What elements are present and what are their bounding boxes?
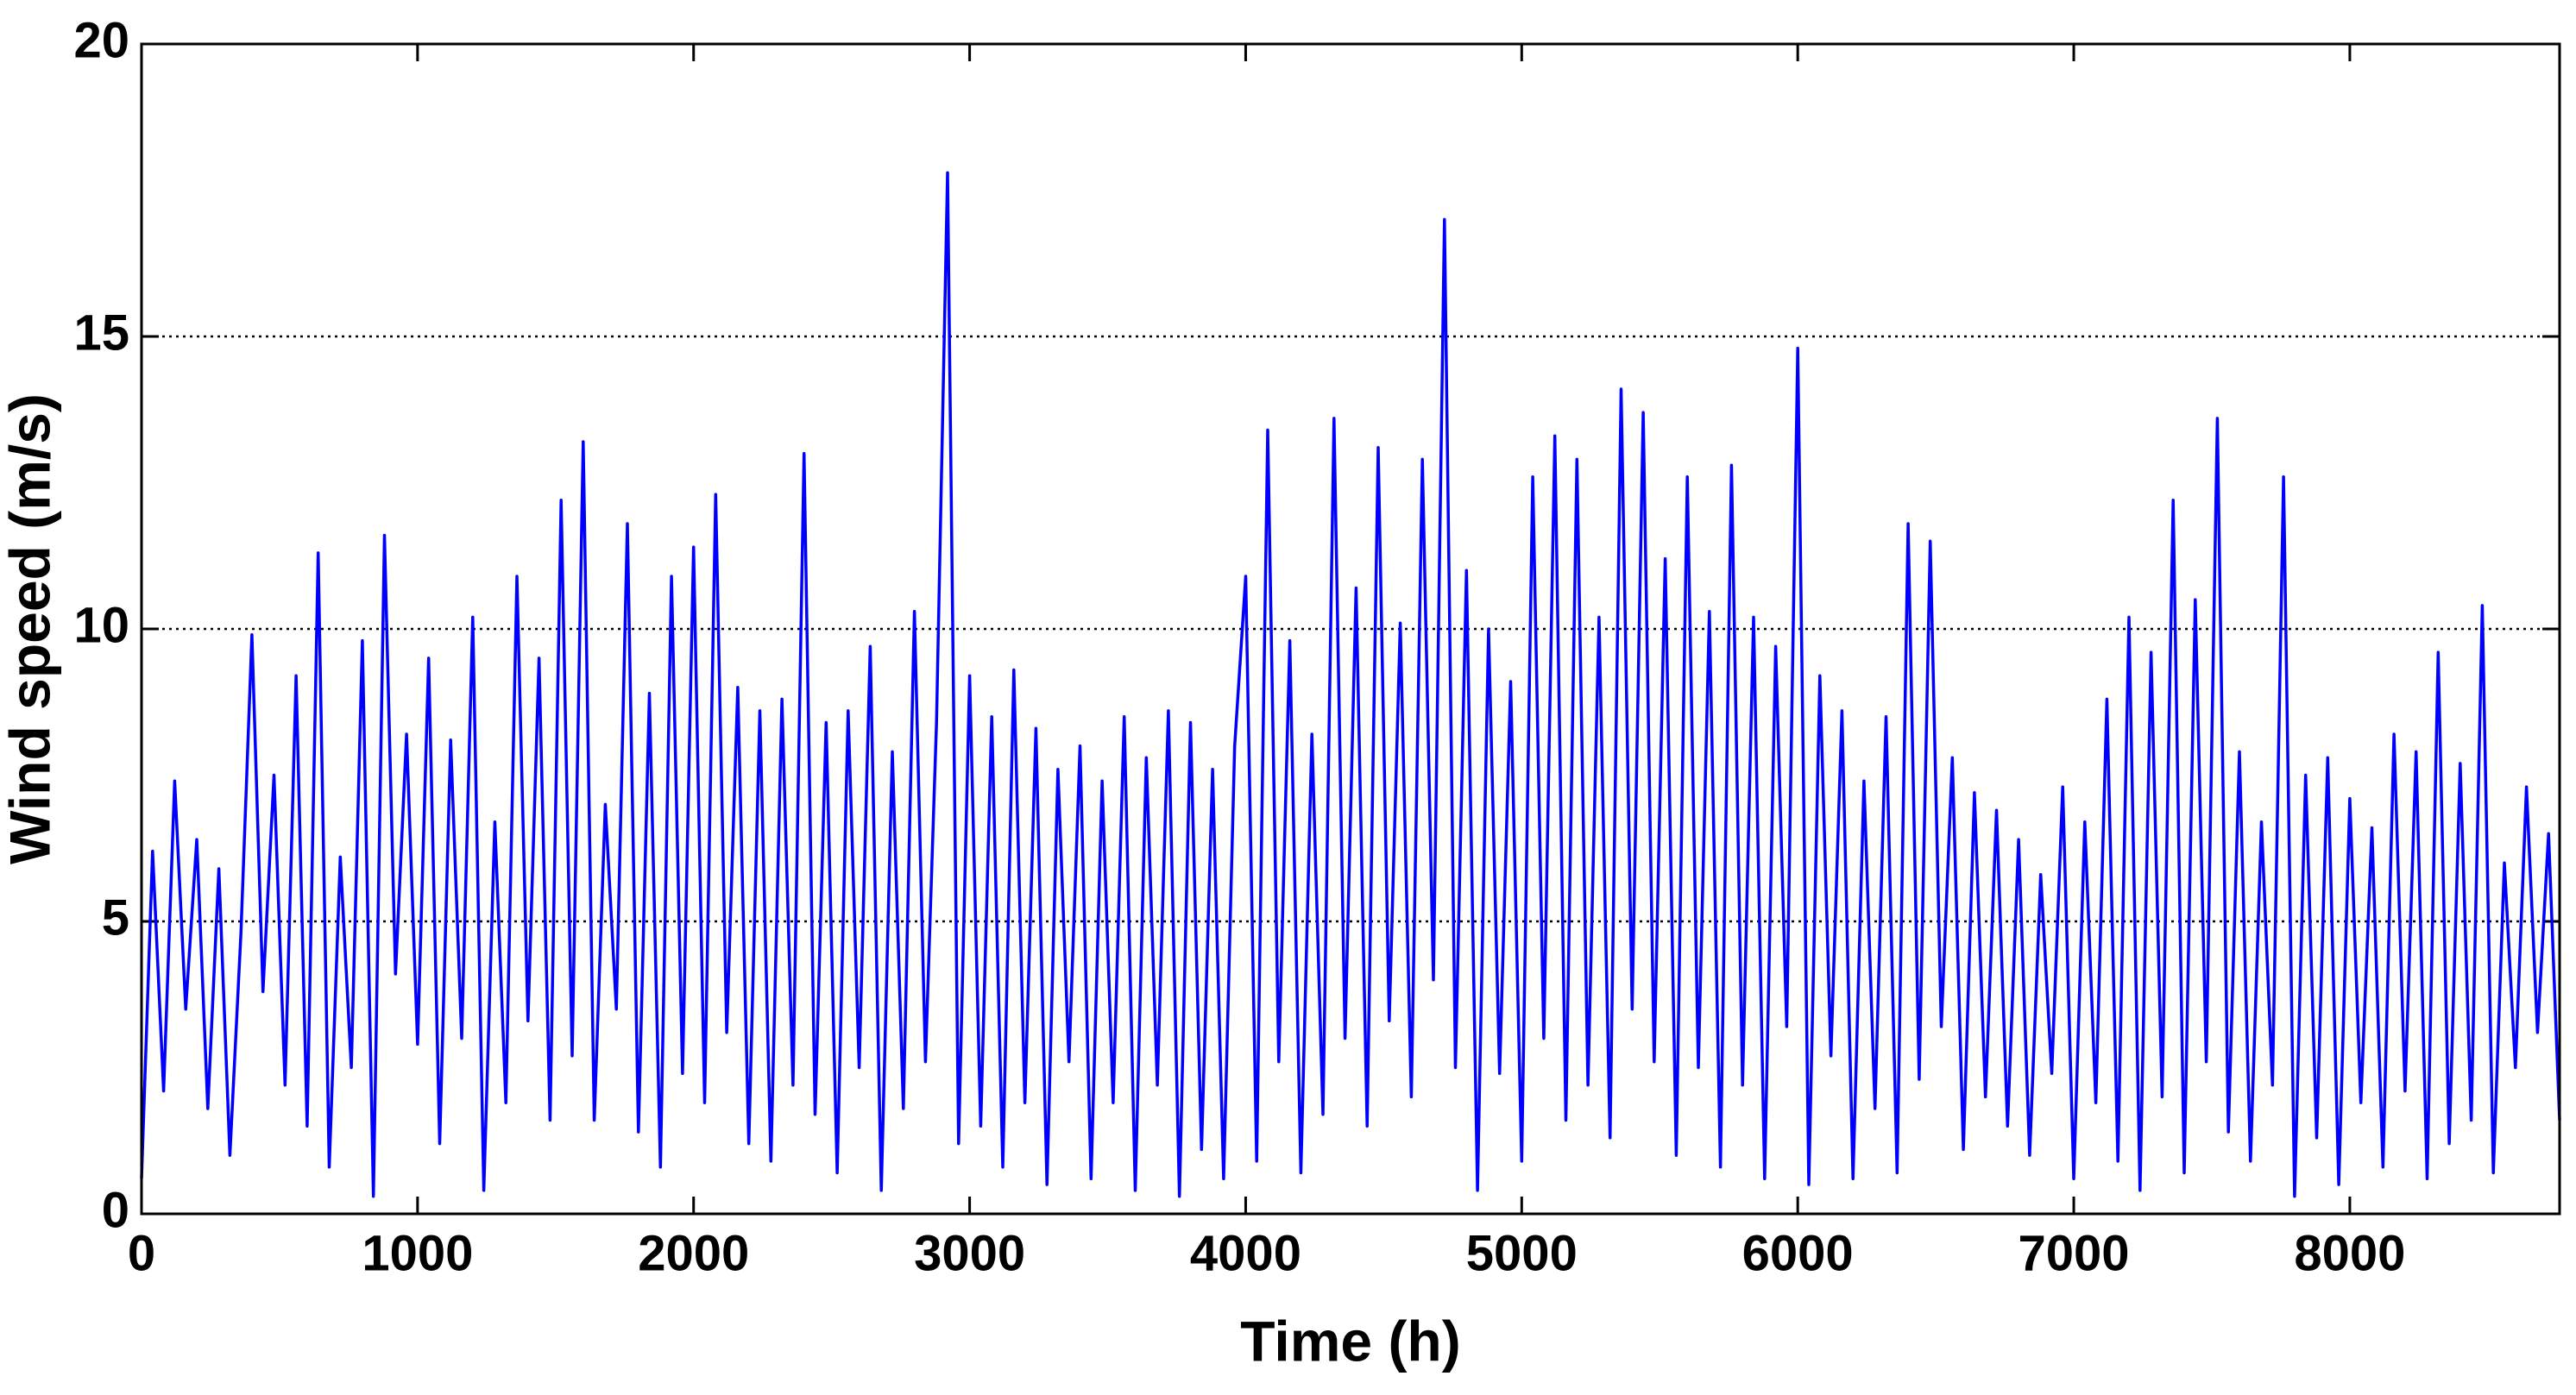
y-axis-label: Wind speed (m/s) <box>0 393 61 864</box>
x-tick-label: 2000 <box>638 1225 749 1281</box>
x-tick-label: 3000 <box>914 1225 1025 1281</box>
x-tick-label: 4000 <box>1190 1225 1301 1281</box>
y-tick-label: 20 <box>73 12 129 68</box>
x-tick-label: 8000 <box>2294 1225 2405 1281</box>
x-axis-label: Time (h) <box>1240 1309 1460 1373</box>
x-tick-label: 6000 <box>1742 1225 1854 1281</box>
x-tick-label: 7000 <box>2019 1225 2130 1281</box>
y-tick-label: 0 <box>102 1182 129 1238</box>
y-tick-label: 10 <box>73 597 129 653</box>
y-tick-label: 15 <box>73 305 129 361</box>
data-line <box>140 171 2561 1198</box>
x-tick-label: 5000 <box>1466 1225 1578 1281</box>
x-tick-label: 1000 <box>362 1225 473 1281</box>
plot-frame <box>140 42 2561 1216</box>
x-tick-label: 0 <box>128 1225 155 1281</box>
y-tick-label: 5 <box>102 889 129 946</box>
